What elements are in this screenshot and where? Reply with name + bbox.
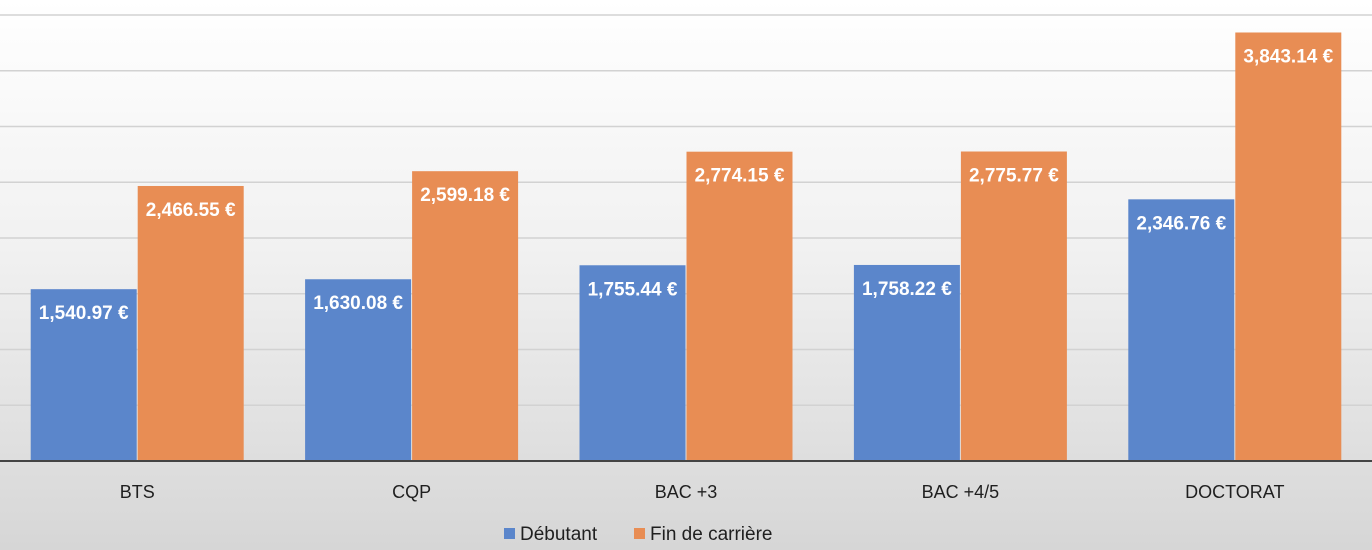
bar-fin-de-carriere bbox=[412, 171, 519, 461]
x-tick-labels: BTS CQP BAC +3 BAC +4/5 DOCTORAT bbox=[120, 482, 1285, 502]
legend: Débutant Fin de carrière bbox=[504, 524, 773, 545]
data-label: 1,758.22 € bbox=[862, 279, 952, 300]
bar-debutant bbox=[305, 279, 412, 461]
data-label: 2,466.55 € bbox=[146, 200, 236, 221]
x-tick-label: CQP bbox=[392, 482, 431, 502]
data-label: 1,630.08 € bbox=[313, 293, 403, 314]
data-labels: 1,540.97 € 2,466.55 € 1,630.08 € 2,599.18 €… bbox=[39, 46, 1334, 324]
bar-debutant bbox=[853, 264, 960, 461]
bar-debutant bbox=[579, 265, 686, 461]
bar-fin-de-carriere bbox=[960, 151, 1067, 461]
legend-label: Fin de carrière bbox=[650, 524, 773, 545]
data-label: 1,755.44 € bbox=[588, 279, 678, 300]
x-tick-label: DOCTORAT bbox=[1185, 482, 1284, 502]
x-tick-label: BAC +4/5 bbox=[922, 482, 1000, 502]
bar-fin-de-carriere bbox=[1235, 32, 1342, 461]
bar-fin-de-carriere bbox=[137, 185, 244, 461]
data-label: 1,540.97 € bbox=[39, 303, 129, 324]
bar-debutant bbox=[1128, 199, 1235, 462]
legend-swatch bbox=[634, 528, 645, 539]
bar-debutant bbox=[30, 289, 137, 461]
bars bbox=[30, 32, 1342, 462]
data-label: 2,599.18 € bbox=[420, 185, 510, 206]
data-label: 2,774.15 € bbox=[695, 166, 785, 187]
x-tick-label: BAC +3 bbox=[655, 482, 718, 502]
data-label: 2,346.76 € bbox=[1136, 213, 1226, 234]
x-tick-label: BTS bbox=[120, 482, 155, 502]
legend-label: Débutant bbox=[520, 524, 598, 545]
data-label: 2,775.77 € bbox=[969, 166, 1059, 187]
data-label: 3,843.14 € bbox=[1243, 46, 1333, 67]
bar-fin-de-carriere bbox=[686, 151, 793, 461]
legend-swatch bbox=[504, 528, 515, 539]
